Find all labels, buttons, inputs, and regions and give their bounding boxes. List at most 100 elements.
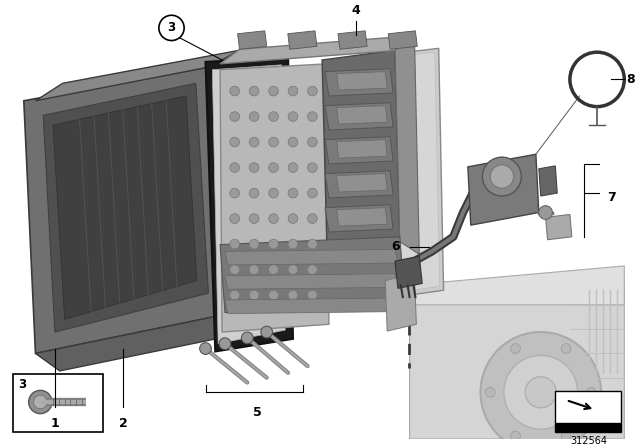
Circle shape <box>511 431 520 441</box>
Circle shape <box>288 188 298 198</box>
Circle shape <box>504 355 578 429</box>
Circle shape <box>490 165 513 188</box>
Text: 1: 1 <box>51 417 60 430</box>
Circle shape <box>230 265 239 275</box>
Polygon shape <box>220 36 415 64</box>
Circle shape <box>249 86 259 96</box>
Circle shape <box>249 290 259 300</box>
Text: 3: 3 <box>18 378 26 391</box>
Text: 4: 4 <box>352 4 360 17</box>
Circle shape <box>269 265 278 275</box>
Polygon shape <box>35 50 239 101</box>
Text: 3: 3 <box>168 22 175 34</box>
Polygon shape <box>337 174 387 192</box>
Circle shape <box>288 137 298 147</box>
Polygon shape <box>337 140 387 158</box>
Circle shape <box>308 137 317 147</box>
Polygon shape <box>385 274 417 331</box>
Circle shape <box>249 112 259 121</box>
Polygon shape <box>211 50 257 314</box>
Circle shape <box>308 112 317 121</box>
Circle shape <box>308 214 317 224</box>
Circle shape <box>200 343 211 354</box>
Polygon shape <box>539 166 557 196</box>
Polygon shape <box>24 67 225 353</box>
Polygon shape <box>205 57 293 352</box>
Polygon shape <box>325 69 393 96</box>
Circle shape <box>159 15 184 40</box>
Polygon shape <box>410 285 624 439</box>
Polygon shape <box>44 83 209 332</box>
Circle shape <box>249 163 259 172</box>
FancyBboxPatch shape <box>556 391 621 432</box>
Circle shape <box>288 214 298 224</box>
Polygon shape <box>556 423 620 431</box>
Text: 312564: 312564 <box>570 436 607 446</box>
Text: 8: 8 <box>627 73 635 86</box>
Circle shape <box>249 214 259 224</box>
Polygon shape <box>404 266 624 305</box>
Polygon shape <box>325 205 393 232</box>
Circle shape <box>230 163 239 172</box>
Circle shape <box>261 326 273 338</box>
Text: 7: 7 <box>607 191 616 204</box>
Circle shape <box>288 265 298 275</box>
Polygon shape <box>395 36 419 254</box>
Polygon shape <box>390 48 444 297</box>
Circle shape <box>230 214 239 224</box>
Circle shape <box>308 239 317 249</box>
Circle shape <box>511 344 520 353</box>
Circle shape <box>219 338 231 349</box>
Circle shape <box>288 290 298 300</box>
Circle shape <box>308 163 317 172</box>
Circle shape <box>539 206 552 220</box>
Circle shape <box>308 86 317 96</box>
Polygon shape <box>220 64 329 332</box>
Circle shape <box>308 290 317 300</box>
Polygon shape <box>337 208 387 226</box>
Polygon shape <box>53 96 196 319</box>
Polygon shape <box>338 31 367 49</box>
Circle shape <box>230 137 239 147</box>
Polygon shape <box>325 103 393 130</box>
Polygon shape <box>220 237 404 313</box>
Polygon shape <box>322 50 400 249</box>
Circle shape <box>586 388 596 397</box>
Circle shape <box>33 395 47 409</box>
Circle shape <box>249 188 259 198</box>
Polygon shape <box>395 256 422 289</box>
Circle shape <box>269 188 278 198</box>
Text: 6: 6 <box>391 240 400 253</box>
Circle shape <box>230 112 239 121</box>
Polygon shape <box>35 314 249 371</box>
Polygon shape <box>325 137 393 164</box>
Circle shape <box>561 431 571 441</box>
Circle shape <box>525 377 556 408</box>
Polygon shape <box>337 106 387 124</box>
Polygon shape <box>288 31 317 49</box>
Circle shape <box>29 390 52 414</box>
Circle shape <box>269 214 278 224</box>
Circle shape <box>288 239 298 249</box>
Circle shape <box>269 239 278 249</box>
Circle shape <box>481 332 601 448</box>
Polygon shape <box>225 274 398 289</box>
Polygon shape <box>325 171 393 198</box>
Circle shape <box>269 137 278 147</box>
Circle shape <box>561 344 571 353</box>
Circle shape <box>249 239 259 249</box>
Circle shape <box>288 163 298 172</box>
Circle shape <box>483 157 522 196</box>
Circle shape <box>230 188 239 198</box>
Polygon shape <box>237 31 267 49</box>
Circle shape <box>249 265 259 275</box>
Circle shape <box>308 265 317 275</box>
Circle shape <box>308 188 317 198</box>
Circle shape <box>288 112 298 121</box>
Polygon shape <box>468 154 539 225</box>
Circle shape <box>230 290 239 300</box>
Circle shape <box>230 239 239 249</box>
Polygon shape <box>393 52 440 292</box>
Circle shape <box>485 388 495 397</box>
Polygon shape <box>212 65 285 344</box>
